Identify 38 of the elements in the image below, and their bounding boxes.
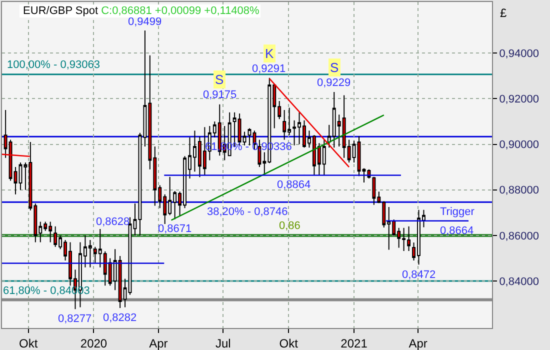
x-tick-label: Apr bbox=[149, 336, 168, 350]
annotation: 38,20% - 0,8746 bbox=[207, 206, 288, 218]
x-tick-label: Jul bbox=[216, 336, 231, 350]
y-tick-label: 0,92000 bbox=[499, 94, 539, 106]
x-tick-label: Apr bbox=[408, 336, 428, 350]
x-tick-label: Okt bbox=[279, 336, 299, 350]
y-tick-label: 0,88000 bbox=[499, 184, 539, 197]
y-tick-label: 0,84000 bbox=[499, 276, 539, 288]
y-tick-label: 0,94000 bbox=[499, 48, 539, 60]
candlestick bbox=[248, 128, 252, 146]
annotation: 0,8277 bbox=[58, 313, 92, 325]
x-tick-label: 2021 bbox=[340, 336, 368, 350]
annotation: 0,86 bbox=[279, 220, 300, 232]
annotation: 0,8664 bbox=[440, 225, 474, 237]
annotation: 0,9291 bbox=[252, 63, 286, 75]
annotation: 0,8864 bbox=[277, 179, 311, 191]
annotation: 0,8472 bbox=[402, 269, 436, 281]
candlestick bbox=[18, 162, 22, 190]
y-tick-label: 0,86000 bbox=[499, 230, 539, 242]
candlestick bbox=[133, 203, 137, 236]
candlestick bbox=[362, 168, 366, 184]
annotation: 0,8628 bbox=[96, 216, 130, 228]
x-tick-label: 2020 bbox=[80, 336, 108, 350]
annotation: S bbox=[330, 60, 339, 75]
annotation: 0,8671 bbox=[158, 223, 192, 235]
annotation: 0,9175 bbox=[203, 89, 237, 101]
y-axis-title: £ bbox=[500, 6, 507, 20]
annotation: Trigger bbox=[440, 206, 475, 218]
annotation: 0,8282 bbox=[103, 312, 137, 324]
annotation: 0,9499 bbox=[128, 16, 162, 28]
annotation: K bbox=[265, 46, 274, 61]
chart-title: EUR/GBP Spot bbox=[23, 5, 98, 17]
x-tick-label: Okt bbox=[18, 336, 38, 350]
annotation: S bbox=[215, 72, 224, 87]
annotation: 100,00% - 0,93063 bbox=[7, 59, 100, 71]
chart-subtitle: C:0,86881 +0,00099 +0,11408% bbox=[101, 5, 260, 17]
annotation: 0,9229 bbox=[317, 77, 351, 89]
y-tick-label: 0,90000 bbox=[499, 139, 539, 152]
